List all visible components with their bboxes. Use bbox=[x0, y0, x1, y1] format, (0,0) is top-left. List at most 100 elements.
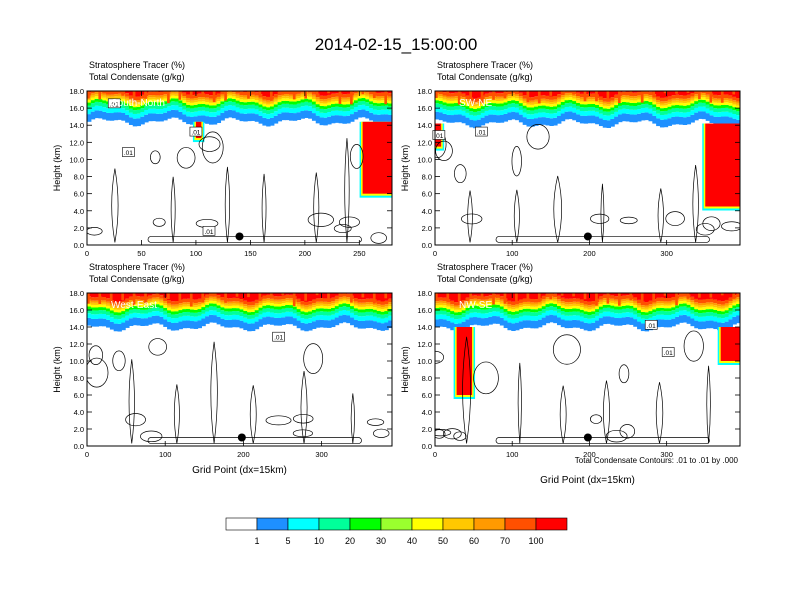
tracer-band-cell bbox=[281, 295, 286, 300]
tracer-band-cell bbox=[435, 103, 440, 108]
tracer-band-cell bbox=[231, 319, 237, 328]
tracer-band-cell bbox=[342, 293, 347, 297]
tracer-band-cell bbox=[675, 111, 680, 117]
tracer-band-cell bbox=[380, 318, 385, 324]
tracer-core-cell bbox=[496, 91, 501, 94]
tracer-band-cell bbox=[357, 93, 363, 96]
tracer-band-cell bbox=[323, 320, 328, 328]
tracer-band-cell bbox=[705, 309, 711, 313]
tracer-core-cell bbox=[576, 91, 581, 93]
tracer-band-cell bbox=[353, 315, 359, 320]
tracer-band-cell bbox=[621, 303, 627, 306]
tracer-band-cell bbox=[701, 93, 707, 96]
tracer-band-cell bbox=[258, 104, 263, 108]
tracer-band-cell bbox=[308, 92, 313, 95]
tracer-band-cell bbox=[289, 294, 294, 299]
tracer-band-cell bbox=[435, 307, 440, 311]
tracer-band-cell bbox=[262, 308, 267, 313]
tracer-band-cell bbox=[476, 309, 482, 313]
tracer-band-cell bbox=[534, 109, 539, 114]
tracer-core-cell bbox=[170, 293, 176, 302]
tracer-field bbox=[435, 293, 740, 399]
tracer-band-cell bbox=[629, 109, 634, 115]
tracer-band-cell bbox=[564, 100, 570, 104]
tracer-band-cell bbox=[319, 315, 324, 320]
tracer-band-cell bbox=[724, 111, 730, 117]
tracer-band-cell bbox=[155, 95, 161, 98]
tracer-band-cell bbox=[679, 98, 684, 101]
y-tick-label: 2.0 bbox=[74, 425, 84, 434]
tracer-band-cell bbox=[682, 112, 688, 118]
tracer-core-cell bbox=[736, 91, 740, 99]
tracer-band-cell bbox=[121, 304, 126, 307]
tracer-band-cell bbox=[273, 317, 279, 326]
tracer-band-cell bbox=[163, 107, 168, 113]
tracer-band-cell bbox=[136, 104, 141, 107]
tracer-band-cell bbox=[140, 313, 145, 319]
tracer-band-cell bbox=[155, 102, 161, 106]
tracer-band-cell bbox=[484, 301, 489, 304]
tracer-band-cell bbox=[270, 101, 275, 104]
tracer-streak bbox=[492, 91, 495, 100]
tracer-core-cell bbox=[365, 293, 370, 299]
tracer-streak bbox=[709, 293, 713, 298]
tracer-band-cell bbox=[717, 116, 722, 125]
contour-line bbox=[261, 173, 267, 243]
tracer-band-cell bbox=[671, 313, 676, 319]
tracer-band-cell bbox=[736, 108, 740, 112]
tracer-band-cell bbox=[144, 106, 149, 111]
tracer-core-cell bbox=[679, 91, 684, 96]
tracer-band-cell bbox=[148, 113, 153, 122]
tracer-band-cell bbox=[201, 97, 206, 100]
tracer-band-cell bbox=[94, 96, 100, 99]
tracer-band-cell bbox=[228, 298, 233, 302]
tracer-band-cell bbox=[243, 97, 248, 100]
tracer-band-cell bbox=[679, 306, 684, 311]
tracer-band-cell bbox=[197, 107, 202, 111]
tracer-band-cell bbox=[595, 107, 600, 112]
tracer-core-cell bbox=[90, 293, 96, 298]
tracer-band-cell bbox=[435, 111, 440, 120]
tracer-band-cell bbox=[178, 299, 183, 304]
tracer-band-cell bbox=[614, 98, 619, 101]
tracer-band-cell bbox=[231, 297, 237, 302]
tracer-core-cell bbox=[541, 91, 547, 96]
tracer-band-cell bbox=[87, 306, 92, 310]
tracer-band-cell bbox=[148, 97, 153, 100]
tracer-band-cell bbox=[285, 94, 290, 97]
tracer-band-cell bbox=[522, 298, 528, 302]
tracer-band-cell bbox=[148, 91, 153, 96]
tracer-band-cell bbox=[728, 105, 733, 109]
tracer-band-cell bbox=[365, 96, 370, 100]
tracer-band-cell bbox=[614, 100, 619, 103]
contour-line bbox=[605, 429, 628, 443]
tracer-band-cell bbox=[209, 300, 214, 304]
tracer-band-cell bbox=[182, 309, 187, 313]
tracer-band-cell bbox=[557, 303, 562, 307]
tracer-band-cell bbox=[136, 96, 141, 100]
panel-title: Stratosphere Tracer (%) bbox=[437, 60, 533, 70]
tracer-band-cell bbox=[473, 111, 478, 116]
tracer-band-cell bbox=[189, 309, 195, 313]
tracer-band-cell bbox=[476, 301, 482, 304]
tracer-band-cell bbox=[228, 315, 233, 320]
tracer-core-cell bbox=[602, 91, 608, 99]
tracer-band-cell bbox=[537, 117, 543, 125]
tracer-streak bbox=[606, 91, 610, 101]
tracer-band-cell bbox=[637, 109, 642, 114]
legend-swatch bbox=[225, 517, 258, 531]
y-tick-label: 8.0 bbox=[422, 173, 432, 182]
tracer-band-cell bbox=[457, 318, 463, 324]
tracer-band-cell bbox=[465, 112, 470, 118]
tracer-band-cell bbox=[323, 103, 328, 107]
contour-line bbox=[495, 437, 710, 444]
tracer-band-cell bbox=[541, 105, 547, 109]
tracer-band-cell bbox=[583, 101, 589, 105]
tracer-band-cell bbox=[606, 316, 611, 324]
tracer-band-cell bbox=[499, 114, 505, 123]
x-tick-label: 150 bbox=[244, 249, 257, 258]
tracer-band-cell bbox=[273, 107, 279, 112]
tracer-band-cell bbox=[446, 106, 451, 111]
tracer-band-cell bbox=[736, 310, 740, 316]
tracer-band-cell bbox=[667, 99, 672, 102]
